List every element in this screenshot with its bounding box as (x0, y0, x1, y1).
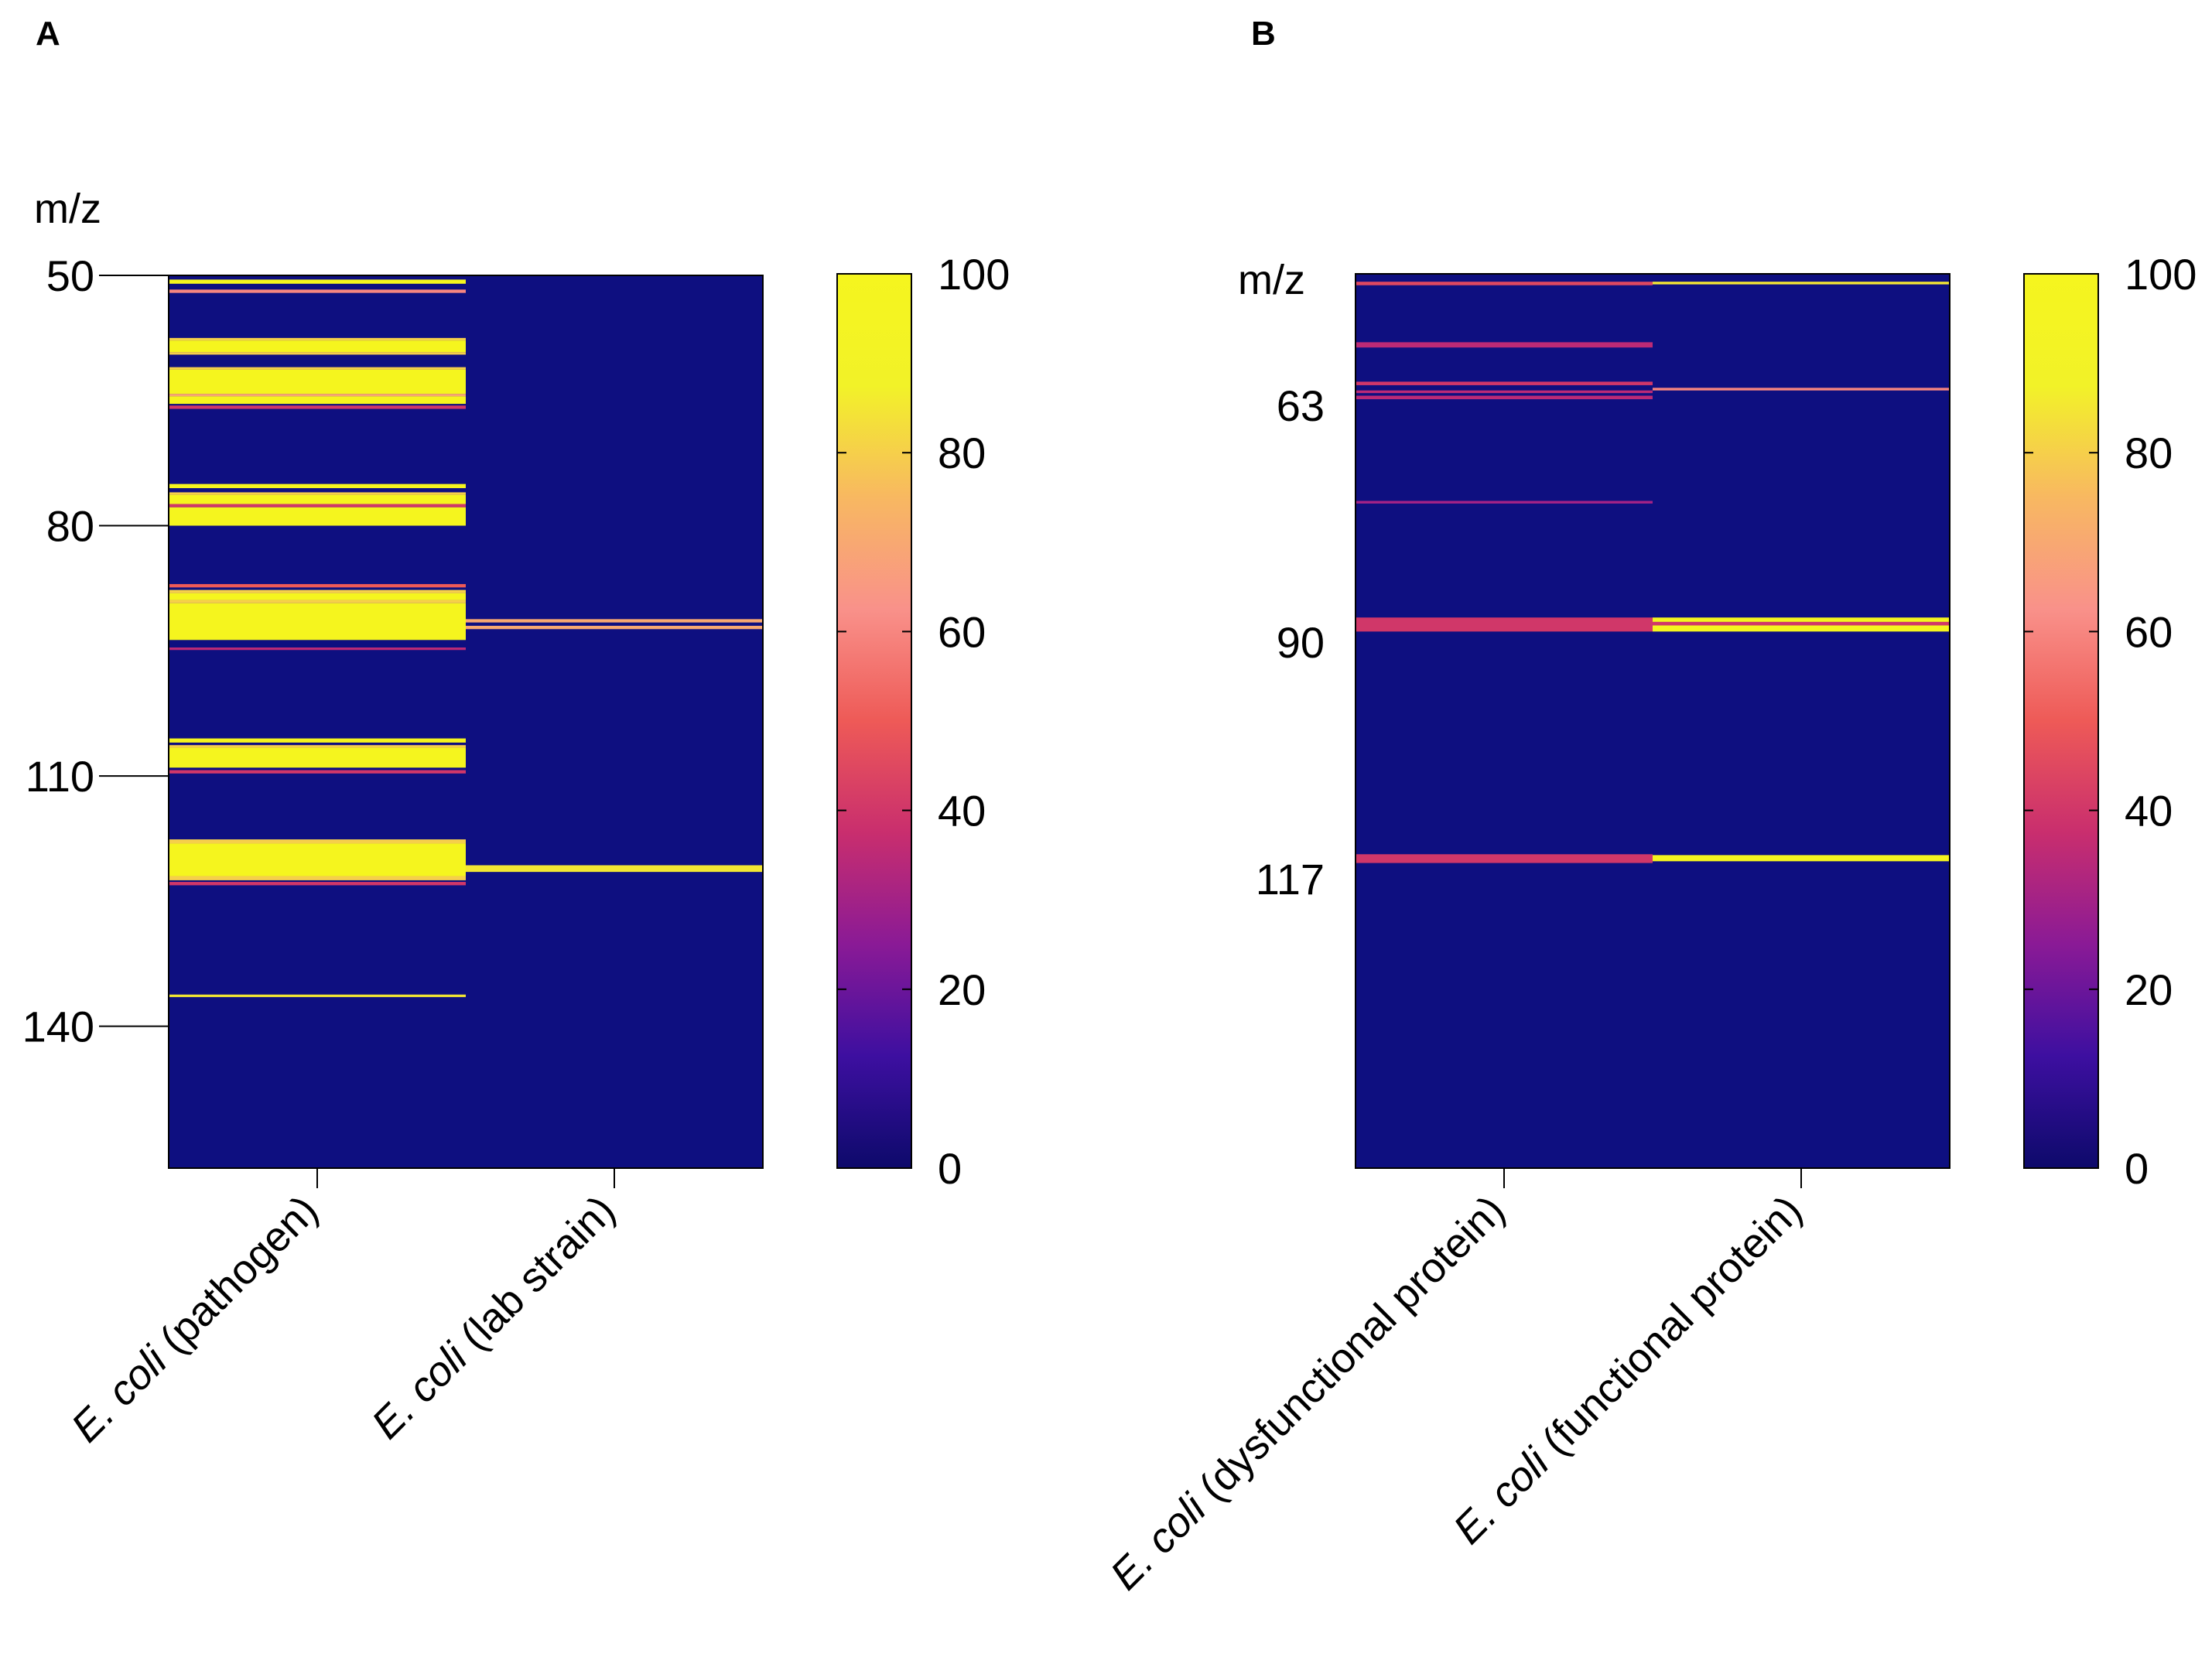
panel-a-ytick-label: 140 (22, 1003, 94, 1051)
panel-b-band (1653, 388, 1950, 391)
panel-b-colorbar-label: 20 (2125, 965, 2173, 1014)
panel-b-ytick-label: 63 (1277, 381, 1325, 430)
panel-b-band (1653, 617, 1950, 622)
panel-b-colorbar-label: 40 (2125, 787, 2173, 835)
panel-a-band (169, 994, 466, 997)
panel-a-band (169, 396, 466, 405)
panel-a-band (169, 507, 466, 526)
panel-b-band (1653, 625, 1950, 632)
panel-a-band (169, 839, 466, 844)
panel-b-colorbar-label: 80 (2125, 429, 2173, 477)
panel-b-band (1356, 501, 1653, 504)
panel-b-band (1653, 621, 1950, 626)
panel-b-colorbar-label: 100 (2125, 250, 2197, 299)
panel-a-colorbar-label: 100 (938, 250, 1010, 299)
panel-a-band (169, 747, 466, 768)
panel-a-colorbar-label: 0 (938, 1144, 962, 1193)
panel-a-colorbar-label: 80 (938, 429, 986, 477)
panel-a-band (169, 394, 466, 397)
panel-b-colorbar (2023, 273, 2099, 1169)
panel-a-band (169, 352, 466, 355)
panel-a-band (169, 589, 466, 593)
panel-b-band (1653, 855, 1950, 862)
panel-b-heatmap-frame (1355, 273, 1950, 1169)
panel-b-category-label: E. coli (functional protein) (1444, 1187, 1810, 1553)
panel-b: B m/z 63 90 117 E. coli (dysfunctional pro… (1102, 15, 2197, 1599)
panel-a-label: A (36, 15, 60, 53)
panel-a-heatmap-background (169, 275, 763, 1168)
panel-a-band (169, 289, 466, 293)
category-label-condition: (lab strain) (443, 1187, 624, 1367)
panel-a-band (169, 882, 466, 886)
panel-a-band (169, 843, 466, 876)
panel-a-band (169, 504, 466, 507)
panel-a-band (169, 584, 466, 588)
panel-a-band (169, 745, 466, 748)
category-label-condition: (dysfunctional protein) (1182, 1187, 1514, 1519)
panel-a-ytick-label: 50 (46, 251, 94, 300)
panel-b-ytick-label: 117 (1256, 855, 1325, 904)
panel-a-band (466, 619, 763, 623)
panel-a-band (169, 603, 466, 641)
panel-a-band (466, 865, 763, 873)
panel-a-band (169, 876, 466, 880)
panel-a-band (169, 340, 466, 353)
panel-a-ytick-label: 80 (46, 502, 94, 551)
panel-b-band (1653, 282, 1950, 285)
panel-a-band (169, 279, 466, 284)
panel-a-band (169, 492, 466, 495)
panel-a-band (169, 367, 466, 370)
category-label-condition: (functional protein) (1525, 1187, 1810, 1472)
panel-a-band (169, 369, 466, 395)
panel-b-category-label: E. coli (dysfunctional protein) (1102, 1187, 1514, 1599)
category-label-condition: (pathogen) (143, 1187, 327, 1371)
panel-a-band (169, 494, 466, 504)
panel-b-band (1356, 390, 1653, 394)
panel-b-colorbar-label: 0 (2125, 1144, 2149, 1193)
panel-a-band (466, 625, 763, 630)
panel-b-ylabel: m/z (1238, 257, 1305, 303)
panel-a-band (169, 647, 466, 651)
panel-a-band (169, 738, 466, 743)
panel-b-band (1356, 617, 1653, 632)
panel-a-band (169, 483, 466, 489)
panel-a-band (169, 405, 466, 409)
panel-b-band (1356, 282, 1653, 285)
panel-a-band (169, 593, 466, 600)
panel-a-colorbar (836, 273, 912, 1169)
panel-a-ylabel: m/z (34, 186, 101, 232)
panel-b-heatmap-background (1356, 274, 1950, 1168)
panel-b-band (1356, 381, 1653, 385)
panel-a-category-label: E. coli (lab strain) (363, 1187, 624, 1447)
panel-b-label: B (1251, 15, 1276, 53)
panel-b-colorbar-label: 60 (2125, 607, 2173, 656)
panel-b-ytick-label: 90 (1277, 618, 1325, 667)
panel-a-category-label: E. coli (pathogen) (63, 1187, 327, 1451)
panel-a-band (169, 600, 466, 603)
panel-a-band (169, 770, 466, 774)
panel-a-heatmap-frame (168, 275, 764, 1169)
panel-b-band (1356, 854, 1653, 863)
panel-a-colorbar-label: 60 (938, 607, 986, 656)
panel-a: A m/z 50 80 110 140 E. coli (pathogen)E. co… (22, 15, 1010, 1451)
panel-a-ytick-label: 110 (26, 752, 94, 801)
panel-b-band (1356, 395, 1653, 400)
panel-b-band (1356, 342, 1653, 348)
panel-a-colorbar-label: 40 (938, 787, 986, 835)
panel-a-band (169, 337, 466, 341)
panel-a-colorbar-label: 20 (938, 965, 986, 1014)
